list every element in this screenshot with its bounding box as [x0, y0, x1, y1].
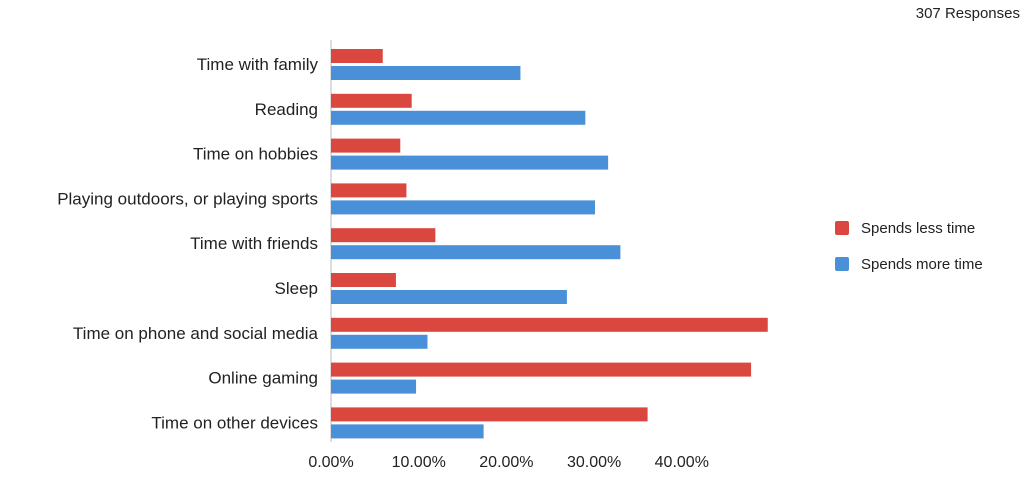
- category-labels: Time with family Reading Time on hobbies Pl…: [57, 55, 318, 432]
- bar-spends-less-time: [331, 138, 401, 153]
- category-label: Time with family: [197, 55, 319, 74]
- category-label: Time with friends: [190, 234, 318, 253]
- bar-spends-more-time: [331, 66, 521, 80]
- x-tick-label: 30.00%: [567, 454, 621, 471]
- bar-spends-more-time: [331, 424, 484, 439]
- category-label: Sleep: [275, 279, 318, 298]
- bar-spends-more-time: [331, 379, 417, 394]
- category-label: Playing outdoors, or playing sports: [57, 189, 318, 208]
- bar-spends-more-time: [331, 245, 621, 260]
- bar-spends-less-time: [331, 228, 436, 243]
- bar-spends-more-time: [331, 334, 428, 349]
- bar-spends-more-time: [331, 110, 586, 125]
- legend-swatch: [835, 221, 849, 235]
- bar-spends-more-time: [331, 290, 567, 304]
- x-axis-ticks: 0.00% 10.00% 20.00% 30.00% 40.00%: [308, 454, 709, 471]
- bar-spends-less-time: [331, 273, 396, 287]
- category-label: Time on hobbies: [193, 145, 318, 164]
- category-label: Time on phone and social media: [73, 324, 319, 343]
- legend-label: Spends more time: [861, 256, 983, 273]
- x-tick-label: 0.00%: [308, 454, 353, 471]
- bar-spends-less-time: [331, 362, 752, 377]
- x-tick-label: 40.00%: [655, 454, 709, 471]
- legend-swatch: [835, 257, 849, 271]
- bar-spends-less-time: [331, 183, 407, 198]
- category-label: Reading: [255, 100, 318, 119]
- bar-spends-less-time: [331, 317, 768, 332]
- bar-spends-less-time: [331, 93, 412, 108]
- x-tick-label: 10.00%: [392, 454, 446, 471]
- bar-spends-less-time: [331, 407, 648, 422]
- category-label: Time on other devices: [151, 413, 318, 432]
- category-label: Online gaming: [208, 369, 318, 388]
- bar-spends-less-time: [331, 49, 383, 63]
- legend-label: Spends less time: [861, 220, 975, 237]
- responses-count: 307 Responses: [916, 5, 1020, 22]
- bar-spends-more-time: [331, 200, 595, 215]
- bar-spends-more-time: [331, 155, 609, 170]
- legend: Spends less time Spends more time: [835, 220, 983, 273]
- bars-group: [331, 49, 768, 439]
- x-tick-label: 20.00%: [479, 454, 533, 471]
